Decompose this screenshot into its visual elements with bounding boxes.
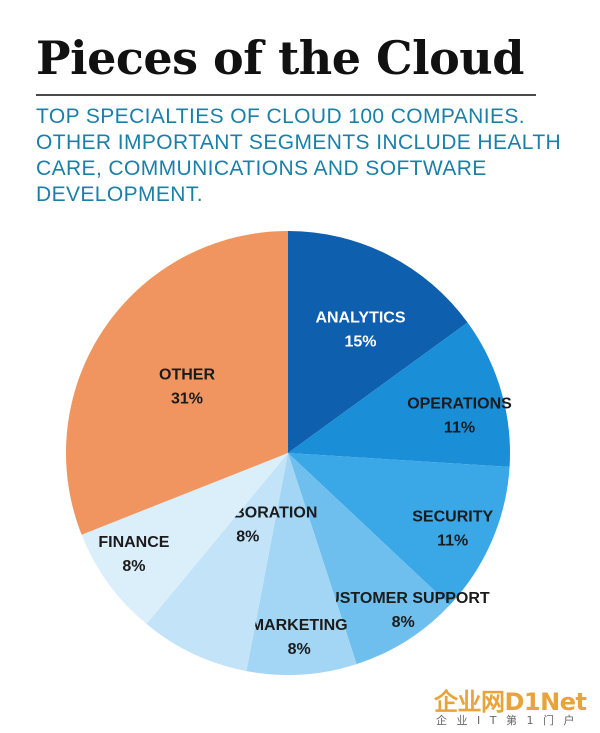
slice-value-security: 11% (437, 532, 468, 549)
slice-value-marketing: 8% (288, 641, 311, 658)
slice-label-finance: FINANCE (98, 534, 169, 551)
title-divider (36, 94, 536, 96)
slice-label-security: SECURITY (412, 508, 493, 525)
pie-slice-operations (288, 322, 510, 467)
slice-value-other: 31% (171, 390, 203, 407)
slice-value-operations: 11% (444, 419, 475, 436)
slice-value-customer-support: 8% (392, 614, 415, 631)
pie-slice-marketing (246, 453, 357, 675)
slice-label-marketing: MARKETING (251, 617, 348, 634)
slice-value-analytics: 15% (344, 333, 376, 350)
pie-slice-finance (81, 453, 288, 625)
pie-slice-customer-support (288, 453, 450, 665)
slice-label-customer-support: CUSTOMER SUPPORT (317, 590, 490, 607)
slice-label-analytics: ANALYTICS (315, 309, 405, 326)
slice-value-collaboration: 8% (236, 528, 259, 545)
d1net-watermark: 企业网D1Net 企 业 I T 第 1 门 户 (434, 682, 596, 730)
slice-value-finance: 8% (122, 558, 145, 575)
slice-label-other: OTHER (159, 366, 215, 383)
watermark-logo-text: 企业网D1Net (434, 688, 587, 716)
pie-slice-analytics (288, 231, 468, 453)
chart-subtitle: TOP SPECIALTIES OF CLOUD 100 COMPANIES. … (36, 105, 562, 206)
slice-label-operations: OPERATIONS (407, 395, 512, 412)
pie-slice-collaboration (146, 453, 288, 672)
chart-title: Pieces of the Cloud (36, 31, 524, 85)
pie-slice-other (65, 231, 288, 535)
pie-slice-security (288, 453, 510, 605)
watermark-tagline: 企 业 I T 第 1 门 户 (436, 714, 578, 727)
